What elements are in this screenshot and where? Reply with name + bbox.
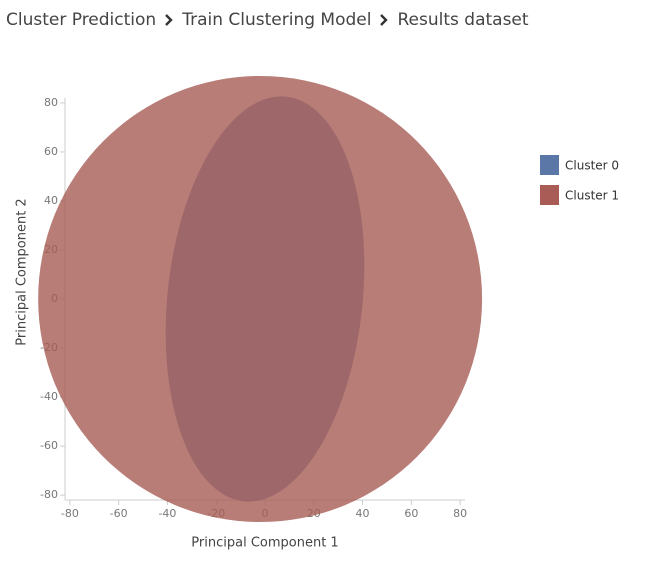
- x-tick-label: -80: [61, 507, 79, 520]
- x-tick-label: -40: [158, 507, 176, 520]
- chevron-icon: [380, 14, 389, 26]
- y-tick-label: 40: [44, 194, 58, 207]
- x-tick-label: 40: [356, 507, 370, 520]
- y-axis-title: Principal Component 2: [15, 198, 30, 345]
- legend-label: Cluster 0: [565, 159, 619, 173]
- x-axis-title: Principal Component 1: [191, 536, 338, 551]
- y-tick-label: -80: [40, 488, 58, 501]
- legend-swatch: [540, 185, 559, 205]
- breadcrumb: Cluster Prediction Train Clustering Mode…: [6, 10, 529, 30]
- chevron-icon: [165, 14, 173, 26]
- y-tick-label: -60: [40, 439, 58, 452]
- y-tick-label: 80: [44, 96, 58, 109]
- breadcrumb-item: Results dataset: [397, 10, 529, 30]
- x-tick-label: -60: [110, 507, 128, 520]
- breadcrumb-item[interactable]: Train Clustering Model: [182, 10, 372, 30]
- y-tick-label: -40: [40, 390, 58, 403]
- cluster-region: [38, 75, 483, 523]
- x-tick-label: 80: [453, 507, 467, 520]
- legend-swatch: [540, 155, 559, 175]
- breadcrumb-item[interactable]: Cluster Prediction: [6, 10, 157, 30]
- y-tick-label: 60: [44, 145, 58, 158]
- legend-label: Cluster 1: [565, 189, 619, 203]
- x-tick-label: 60: [404, 507, 418, 520]
